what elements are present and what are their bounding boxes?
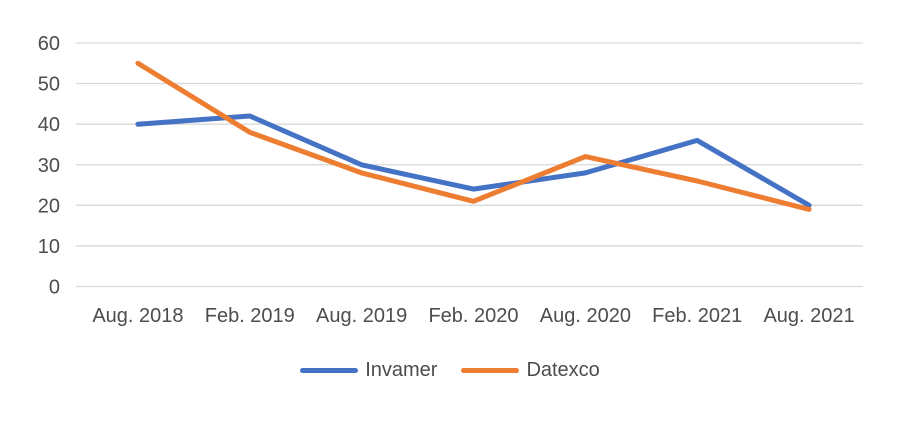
y-tick-label: 40	[38, 114, 60, 136]
legend-item-invamer: Invamer	[300, 358, 437, 382]
x-axis-label: Aug. 2021	[763, 305, 854, 327]
y-tick-label: 20	[38, 195, 60, 217]
y-tick-label: 60	[38, 33, 60, 55]
legend: Invamer Datexco	[0, 358, 900, 382]
legend-swatch-datexco	[461, 367, 520, 373]
series-line-invamer	[135, 113, 812, 208]
y-tick-label: 0	[49, 277, 60, 299]
y-tick-label: 30	[38, 155, 60, 177]
x-axis-label: Feb. 2020	[428, 305, 518, 327]
legend-swatch-invamer	[300, 367, 359, 373]
y-tick-label: 10	[38, 236, 60, 258]
series-line-datexco	[135, 60, 812, 212]
legend-item-datexco: Datexco	[461, 358, 600, 382]
plot-area: 0 10 20 30 40 50 60 Aug. 2018 Feb. 2019 Aug. 2019…	[38, 33, 863, 327]
legend-label-datexco: Datexco	[526, 359, 600, 381]
y-tick-label: 50	[38, 74, 60, 96]
x-axis-label: Aug. 2018	[92, 305, 183, 327]
legend-label-invamer: Invamer	[365, 359, 438, 381]
x-axis-label: Aug. 2019	[316, 305, 407, 327]
x-axis-label: Feb. 2019	[205, 305, 295, 327]
x-axis-label: Feb. 2021	[652, 305, 742, 327]
x-axis-label: Aug. 2020	[540, 305, 631, 327]
